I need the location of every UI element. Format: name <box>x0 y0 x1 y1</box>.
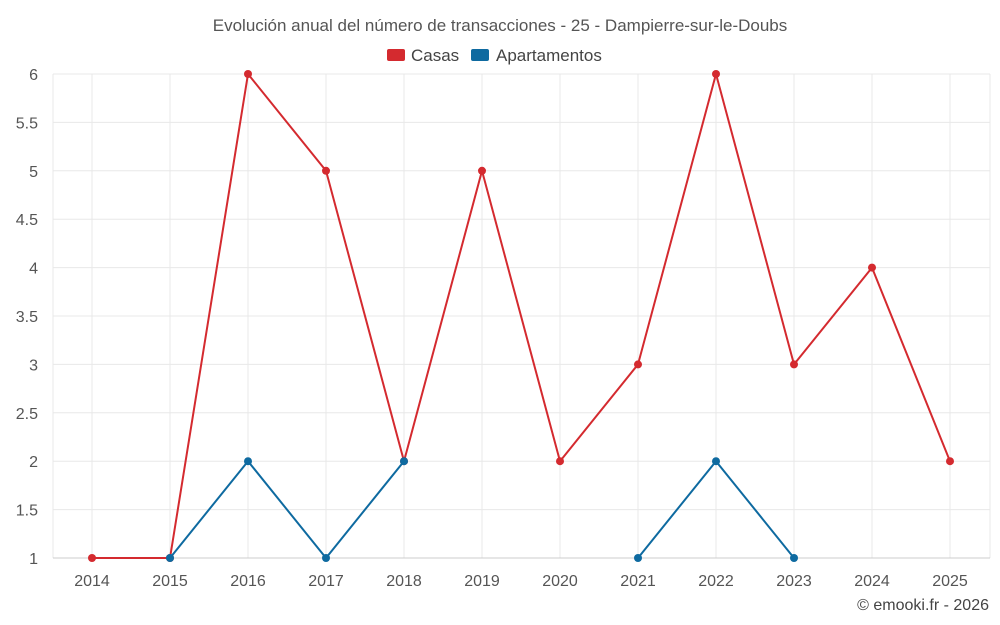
data-point-casas[interactable] <box>478 166 486 175</box>
data-point-casas[interactable] <box>634 360 642 369</box>
x-tick-label: 2020 <box>542 573 578 590</box>
y-tick-label: 5 <box>29 164 38 181</box>
x-tick-label: 2021 <box>620 573 656 590</box>
legend-label-apartamentos: Apartamentos <box>496 46 602 65</box>
y-tick-label: 5.5 <box>16 115 38 132</box>
x-axis: 2014 2015 2016 2017 2018 2019 2020 2021 2022 2023… <box>74 573 968 590</box>
y-tick-label: 4 <box>29 261 38 278</box>
data-point-casas[interactable] <box>244 70 252 78</box>
y-axis: 1 1.5 2 2.5 3 3.5 4 4.5 5 5.5 6 <box>16 67 38 568</box>
credit-text: © emooki.fr - 2026 <box>857 597 989 614</box>
data-point-apartamentos[interactable] <box>244 457 252 466</box>
grid <box>52 73 991 559</box>
y-tick-label: 2 <box>29 454 38 471</box>
data-point-casas[interactable] <box>712 70 720 78</box>
legend-swatch-casas <box>387 49 405 61</box>
y-tick-label: 1.5 <box>16 503 38 520</box>
y-tick-label: 2.5 <box>16 406 38 423</box>
x-tick-label: 2024 <box>854 573 890 590</box>
data-point-apartamentos[interactable] <box>712 457 720 466</box>
x-tick-label: 2018 <box>386 573 422 590</box>
y-tick-label: 3 <box>29 357 38 374</box>
legend-swatch-apartamentos <box>471 49 489 61</box>
y-tick-label: 6 <box>29 67 38 84</box>
x-tick-label: 2017 <box>308 573 344 590</box>
legend: Casas Apartamentos <box>387 46 602 65</box>
data-point-apartamentos[interactable] <box>166 554 174 562</box>
chart-title: Evolución anual del número de transaccio… <box>213 16 788 35</box>
x-tick-label: 2025 <box>932 573 968 590</box>
data-point-casas[interactable] <box>790 360 798 369</box>
data-point-apartamentos[interactable] <box>400 457 408 466</box>
x-tick-label: 2014 <box>74 573 110 590</box>
y-tick-label: 4.5 <box>16 212 38 229</box>
legend-item-casas[interactable]: Casas <box>387 46 459 65</box>
data-point-casas[interactable] <box>556 457 564 466</box>
series-line-apartamentos-0 <box>169 460 405 559</box>
data-point-casas[interactable] <box>868 263 876 272</box>
data-point-apartamentos[interactable] <box>790 554 798 562</box>
data-point-casas[interactable] <box>946 457 954 466</box>
series-line-casas-0 <box>92 73 951 559</box>
data-point-apartamentos[interactable] <box>322 554 330 562</box>
y-tick-label: 3.5 <box>16 309 38 326</box>
x-tick-label: 2016 <box>230 573 266 590</box>
x-tick-label: 2022 <box>698 573 734 590</box>
series-layer <box>88 70 954 562</box>
x-tick-label: 2023 <box>776 573 812 590</box>
x-tick-label: 2015 <box>152 573 188 590</box>
data-point-casas[interactable] <box>322 166 330 175</box>
y-tick-label: 1 <box>29 551 38 568</box>
x-tick-label: 2019 <box>464 573 500 590</box>
data-point-apartamentos[interactable] <box>634 554 642 562</box>
series-apartamentos <box>166 457 798 562</box>
legend-item-apartamentos[interactable]: Apartamentos <box>471 46 602 65</box>
data-point-casas[interactable] <box>88 554 96 562</box>
legend-label-casas: Casas <box>411 46 459 65</box>
